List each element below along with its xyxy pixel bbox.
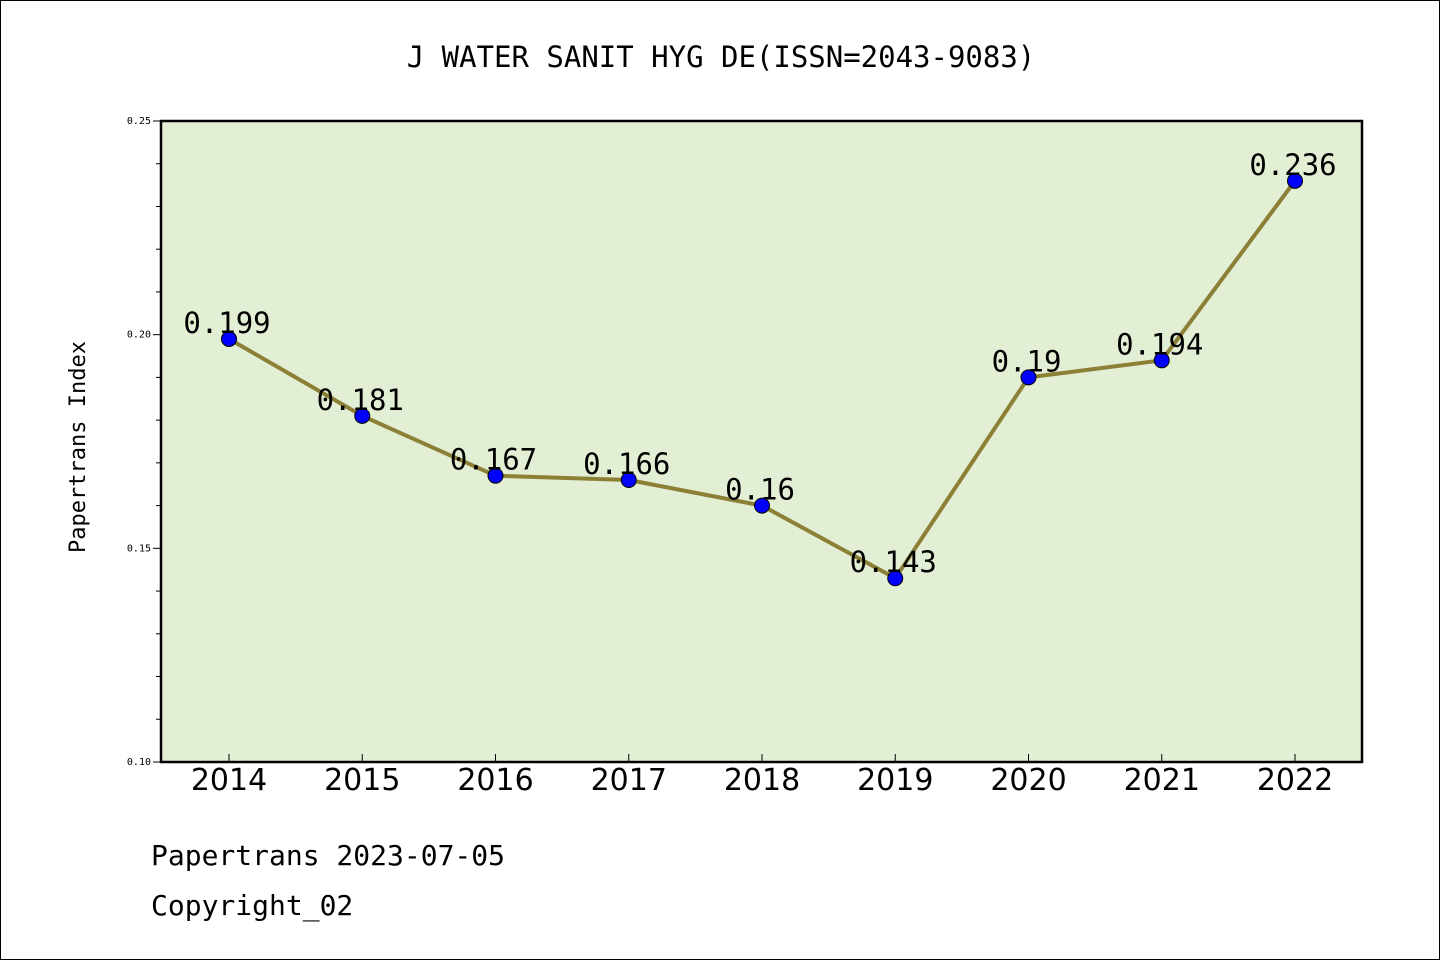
data-point	[1020, 369, 1037, 386]
x-tick-label: 2017	[591, 763, 667, 798]
data-label: 0.16	[725, 473, 795, 507]
data-label: 0.166	[583, 447, 670, 481]
data-point	[354, 407, 371, 424]
x-tick-label: 2019	[857, 763, 933, 798]
data-labels: 0.199 0.181 0.167 0.166 0.16 0.143 0.19 0.194 0.…	[183, 148, 1336, 579]
x-tick-label: 2015	[324, 763, 400, 798]
y-axis-label: Papertrans Index	[66, 341, 91, 553]
data-label: 0.19	[992, 344, 1062, 378]
y-tick-label: 0.20	[127, 330, 151, 341]
data-point	[1153, 352, 1170, 369]
x-tick-label: 2014	[191, 763, 267, 798]
data-point	[620, 471, 637, 488]
y-axis-ticks: 0.10 0.15 0.20 0.25	[127, 116, 161, 768]
y-tick-label: 0.15	[127, 543, 151, 554]
x-axis-ticks: 2014 2015 2016 2017 2018 2019 2020 2021 2022	[191, 754, 1333, 798]
data-label: 0.194	[1116, 327, 1203, 361]
data-point	[221, 330, 237, 347]
data-label: 0.236	[1249, 148, 1336, 182]
x-tick-label: 2022	[1257, 763, 1333, 798]
y-tick-label: 0.25	[127, 116, 151, 127]
data-label: 0.167	[450, 443, 537, 477]
data-point	[754, 497, 770, 514]
y-tick-label: 0.10	[127, 757, 151, 768]
x-tick-label: 2016	[457, 763, 533, 798]
data-markers	[221, 172, 1303, 587]
x-tick-label: 2018	[724, 763, 800, 798]
x-tick-label: 2020	[990, 763, 1066, 798]
footer-copyright: Copyright_02	[151, 889, 353, 923]
data-label: 0.181	[317, 383, 404, 417]
footer-date: Papertrans 2023-07-05	[151, 839, 505, 872]
data-point	[887, 570, 904, 587]
data-label: 0.143	[850, 545, 937, 579]
data-point	[1287, 172, 1303, 189]
plot-area	[159, 119, 1364, 764]
data-label: 0.199	[183, 306, 270, 340]
x-tick-label: 2021	[1124, 763, 1200, 798]
chart-title: J WATER SANIT HYG DE(ISSN=2043-9083)	[407, 40, 1036, 74]
data-point	[487, 467, 504, 484]
